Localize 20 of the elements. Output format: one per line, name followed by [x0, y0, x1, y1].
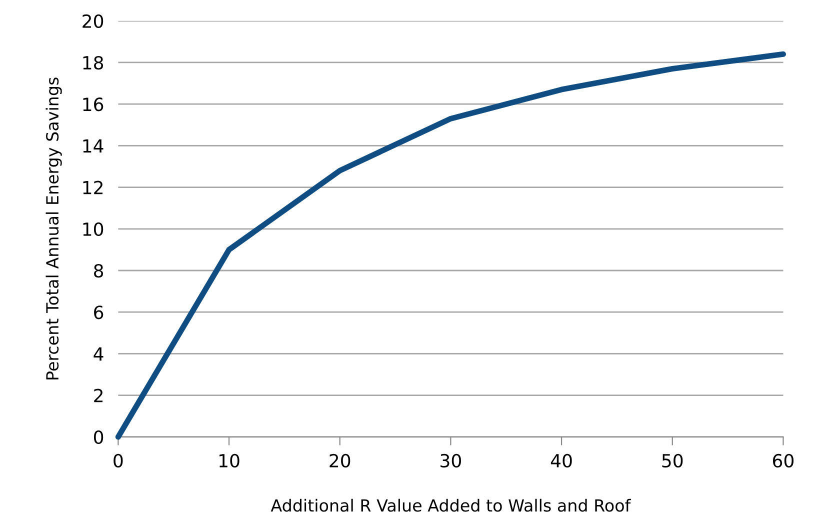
y-tick-label: 12: [83, 180, 102, 194]
x-tick-label: 50: [662, 454, 683, 468]
y-tick-label: 10: [83, 222, 104, 236]
y-tick-label: 18: [83, 56, 104, 70]
y-tick-label: 20: [82, 14, 104, 28]
y-tick-label: 8: [94, 264, 104, 278]
x-tick-label: 30: [440, 454, 461, 468]
y-tick-label: 14: [83, 139, 104, 153]
x-tick-label: 0: [114, 454, 123, 468]
y-tick-label: 2: [94, 388, 102, 402]
y-tick-label: 6: [94, 306, 104, 320]
y-tick-label: 16: [83, 98, 104, 112]
y-axis-title: Percent Total Annual Energy Savings: [46, 78, 62, 380]
x-tick-label: 10: [220, 454, 240, 468]
x-tick-label: 60: [772, 454, 794, 468]
y-tick-label: 0: [94, 430, 104, 444]
x-tick-label: 40: [550, 454, 572, 468]
x-axis-title: Additional R Value Added to Walls and Roof: [270, 498, 631, 512]
x-tick-label: 20: [330, 454, 350, 468]
y-tick-label: 4: [94, 347, 104, 361]
